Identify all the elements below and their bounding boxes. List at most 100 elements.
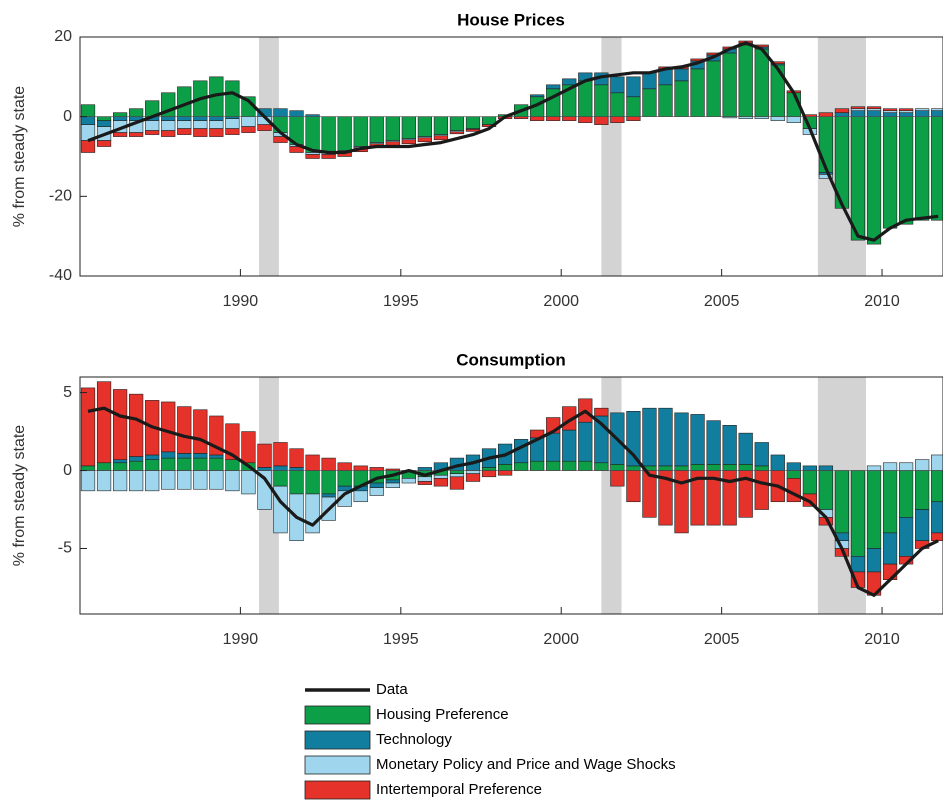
bar-segment <box>850 106 866 110</box>
bar-segment <box>241 470 256 495</box>
bar-segment <box>514 462 529 471</box>
bar-segment <box>626 411 641 467</box>
bar-segment <box>145 470 160 492</box>
bar-segment <box>882 532 898 565</box>
bar-segment <box>225 118 240 129</box>
bar-segment <box>898 108 914 111</box>
bar-segment <box>337 462 352 471</box>
x-tick-label: 2000 <box>543 631 579 648</box>
bar-segment <box>433 478 449 487</box>
bar-segment <box>289 146 304 153</box>
bar-segment <box>626 116 641 121</box>
bar-segment <box>417 476 432 482</box>
x-tick-label: 2000 <box>543 293 579 310</box>
bar-segment <box>642 88 657 117</box>
bar-segment <box>433 474 449 479</box>
bar-segment <box>417 467 432 471</box>
bar-segment <box>722 464 737 471</box>
bar-segment <box>882 563 898 580</box>
bar-segment <box>738 432 753 465</box>
bar-segment <box>834 108 850 113</box>
bar-segment <box>145 454 160 460</box>
bar-segment <box>161 470 176 490</box>
bar-segment <box>898 116 914 225</box>
bar-segment <box>129 108 144 117</box>
legend-swatch <box>304 755 371 775</box>
bar-segment <box>931 454 943 471</box>
bar-segment <box>225 423 240 460</box>
bar-segment <box>177 457 192 471</box>
bar-segment <box>915 459 930 471</box>
bar-segment <box>722 52 737 117</box>
bar-segment <box>834 112 850 117</box>
bar-segment <box>385 482 400 489</box>
bar-segment <box>497 470 513 476</box>
bar-segment <box>530 460 545 471</box>
bar-segment <box>931 116 943 221</box>
x-tick-label: 1990 <box>223 293 259 310</box>
bar-segment <box>193 453 208 459</box>
bar-segment <box>112 470 128 492</box>
bar-segment <box>898 462 914 471</box>
bar-segment <box>866 548 882 573</box>
bar-segment <box>209 454 224 459</box>
bar-segment <box>209 457 224 471</box>
bar-segment <box>866 110 882 117</box>
bar-segment <box>754 442 769 467</box>
bar-segment <box>129 470 144 492</box>
bar-segment <box>401 139 416 145</box>
bar-segment <box>818 174 834 179</box>
y-tick-label: -40 <box>49 267 72 284</box>
bar-segment <box>129 132 144 137</box>
bar-segment <box>802 470 817 495</box>
bar-segment <box>161 401 176 453</box>
bar-segment <box>449 116 465 131</box>
bar-segment <box>754 465 769 471</box>
legend-label: Intertemporal Preference <box>376 781 542 798</box>
x-tick-label: 2005 <box>704 631 740 648</box>
bar-segment <box>433 135 449 141</box>
bar-segment <box>193 128 208 137</box>
bar-segment <box>161 116 176 121</box>
bar-segment <box>449 476 465 490</box>
bar-segment <box>706 420 721 465</box>
bar-segment <box>465 473 481 482</box>
bar-segment <box>931 110 943 117</box>
panel-title: House Prices <box>457 10 565 29</box>
bar-segment <box>96 120 112 127</box>
bar-segment <box>161 130 176 137</box>
bar-segment <box>417 481 432 485</box>
bar-segment <box>674 80 689 117</box>
bar-segment <box>866 106 882 110</box>
bar-segment <box>530 116 545 121</box>
bar-segment <box>802 465 817 471</box>
bar-segment <box>289 467 304 471</box>
bar-segment <box>754 48 769 117</box>
bar-segment <box>866 470 882 549</box>
bar-segment <box>273 108 288 117</box>
bar-segment <box>610 76 625 94</box>
bar-segment <box>915 116 930 221</box>
bar-segment <box>850 556 866 573</box>
bar-segment <box>546 460 561 471</box>
bar-segment <box>225 80 240 117</box>
axes-frame <box>79 36 943 277</box>
bar-segment <box>594 116 609 125</box>
x-tick-label: 2005 <box>704 293 740 310</box>
bar-segment <box>209 116 224 121</box>
y-tick-label: -20 <box>49 188 72 205</box>
bar-segment <box>353 490 368 503</box>
bar-segment <box>562 429 577 462</box>
bar-segment <box>305 154 320 159</box>
bar-segment <box>193 470 208 490</box>
bar-segment <box>273 470 288 487</box>
bar-segment <box>209 120 224 129</box>
bar-segment <box>321 493 336 498</box>
bar-segment <box>80 116 96 125</box>
bar-segment <box>353 465 368 471</box>
bar-segment <box>129 393 144 457</box>
bar-segment <box>80 465 96 471</box>
bar-segment <box>273 116 288 133</box>
x-tick-label: 1995 <box>383 631 419 648</box>
bar-segment <box>898 517 914 557</box>
